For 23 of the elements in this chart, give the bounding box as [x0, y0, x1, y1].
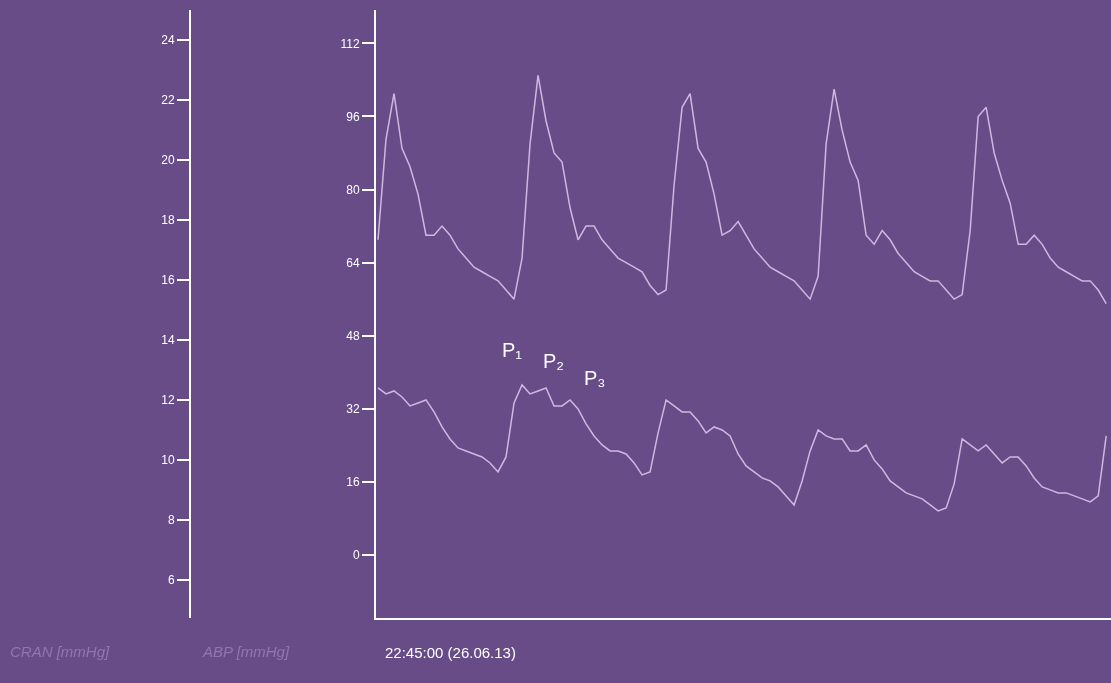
y2-tick-label: 16 — [161, 273, 175, 288]
line-series — [377, 74, 1107, 305]
y2-tick-label: 8 — [167, 513, 175, 528]
x-axis-title: 22:45:00 (26.06.13) — [385, 644, 516, 661]
y2-tick-label: 14 — [161, 333, 175, 348]
y2-tick-label: 22 — [161, 93, 175, 108]
y-tick-label: 112 — [340, 36, 360, 51]
y2-tick-label: 20 — [161, 153, 175, 168]
y-tick-label: 0 — [352, 548, 360, 563]
y2-tick-label: 18 — [161, 213, 175, 228]
annotation: P₃ — [584, 367, 606, 389]
y-tick-label: 16 — [346, 475, 360, 490]
y-tick-label: 32 — [346, 401, 360, 416]
y-tick-label: 64 — [346, 255, 360, 270]
y2-tick-label: 12 — [161, 393, 175, 408]
y2-tick-label: 10 — [161, 453, 175, 468]
y-tick-label: 48 — [346, 328, 360, 343]
y-tick-label: 96 — [346, 109, 360, 124]
y2-tick-label: 6 — [167, 573, 175, 588]
annotation: P₁ — [502, 339, 523, 361]
y-tick-label: 80 — [346, 182, 360, 197]
y2-tick-label: 24 — [161, 33, 175, 48]
annotation: P₂ — [543, 350, 565, 372]
